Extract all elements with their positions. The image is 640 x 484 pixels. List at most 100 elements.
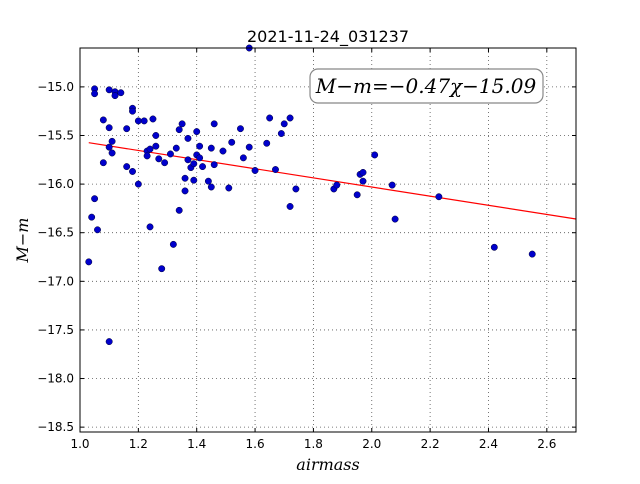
data-point [175, 126, 183, 134]
data-point [166, 150, 174, 158]
data-point [204, 177, 212, 185]
data-point [149, 115, 157, 123]
data-point [207, 144, 215, 152]
data-point [181, 174, 189, 182]
data-point [286, 203, 294, 210]
data-point [140, 117, 148, 125]
x-axis-label: airmass [296, 455, 359, 474]
data-point [388, 181, 396, 189]
data-point [371, 151, 379, 159]
chart-title: 2021-11-24_031237 [247, 27, 409, 47]
data-point [152, 142, 160, 150]
data-point [333, 181, 341, 189]
data-point [190, 176, 198, 184]
data-point [280, 120, 288, 128]
x-tick-label: 2.4 [479, 437, 498, 451]
data-point [129, 107, 136, 115]
data-point [146, 145, 154, 153]
data-point [263, 139, 271, 147]
data-point [435, 193, 443, 201]
data-point [108, 137, 116, 145]
data-point [266, 114, 274, 122]
data-point [292, 185, 300, 193]
data-point [169, 240, 177, 248]
data-point [239, 154, 247, 162]
data-point [123, 163, 131, 171]
data-point [175, 206, 183, 214]
y-tick-label: −17.5 [37, 323, 74, 337]
data-point [193, 128, 201, 136]
x-tick-label: 2.0 [362, 437, 381, 451]
data-point [196, 142, 204, 150]
data-point [190, 160, 198, 168]
data-point [105, 86, 113, 94]
y-tick-label: −15.0 [37, 80, 74, 94]
data-point [155, 155, 163, 163]
annotation-box [309, 68, 544, 104]
data-point [91, 195, 99, 203]
data-point [196, 154, 204, 162]
data-point [353, 191, 361, 199]
y-tick-label: −16.5 [37, 226, 74, 240]
data-point [528, 250, 536, 258]
data-point [272, 166, 279, 173]
y-tick-label: −18.0 [37, 372, 74, 386]
data-point [129, 168, 136, 175]
fit-equation: M−m=−0.47χ−15.09 [315, 74, 537, 98]
data-point [210, 161, 218, 169]
data-points [85, 44, 536, 346]
data-point [111, 92, 119, 100]
x-tick-label: 1.6 [246, 437, 265, 451]
data-point [490, 243, 498, 251]
data-point [134, 117, 142, 125]
y-tick-label: −15.5 [37, 128, 74, 142]
data-point [184, 134, 192, 142]
ticks: 1.0 1.2 1.4 1.6 1.8 2.0 2.2 2.4 2.6 −15.0 −15.5 −16… [37, 48, 576, 451]
data-point [117, 89, 125, 97]
x-tick-label: 1.2 [129, 437, 148, 451]
plot-frame [79, 47, 577, 433]
grid [79, 48, 576, 432]
data-point [99, 116, 107, 124]
data-point [152, 132, 160, 139]
data-point [286, 114, 294, 122]
data-point [245, 143, 253, 151]
data-point [359, 168, 367, 176]
data-point [88, 213, 96, 221]
data-point [207, 183, 215, 191]
data-point [219, 147, 227, 155]
data-point [181, 187, 189, 195]
data-point [161, 159, 169, 167]
data-point [359, 177, 367, 185]
data-point [277, 130, 285, 137]
data-point [99, 159, 107, 167]
data-point [391, 215, 399, 223]
x-tick-label: 1.0 [70, 437, 89, 451]
data-point [123, 125, 131, 133]
data-point [158, 265, 166, 273]
data-point [228, 138, 236, 146]
data-point [108, 149, 116, 157]
data-point [199, 163, 206, 171]
data-point [184, 156, 192, 164]
data-point [143, 152, 151, 160]
fit-annotation: M−m=−0.47χ−15.09 [309, 68, 544, 104]
data-point [91, 90, 99, 98]
data-point [134, 180, 142, 188]
data-point [94, 226, 101, 234]
data-point [225, 184, 233, 192]
data-point [237, 125, 244, 133]
data-point [251, 167, 259, 174]
data-point [105, 143, 113, 151]
data-point [210, 120, 218, 128]
x-tick-label: 1.4 [187, 437, 206, 451]
y-tick-label: −18.5 [37, 420, 74, 434]
data-point [105, 338, 113, 346]
data-point [172, 144, 180, 152]
x-tick-label: 2.2 [421, 437, 440, 451]
data-point [85, 258, 93, 266]
y-tick-label: −17.0 [37, 274, 74, 288]
y-tick-label: −16.0 [37, 177, 74, 191]
